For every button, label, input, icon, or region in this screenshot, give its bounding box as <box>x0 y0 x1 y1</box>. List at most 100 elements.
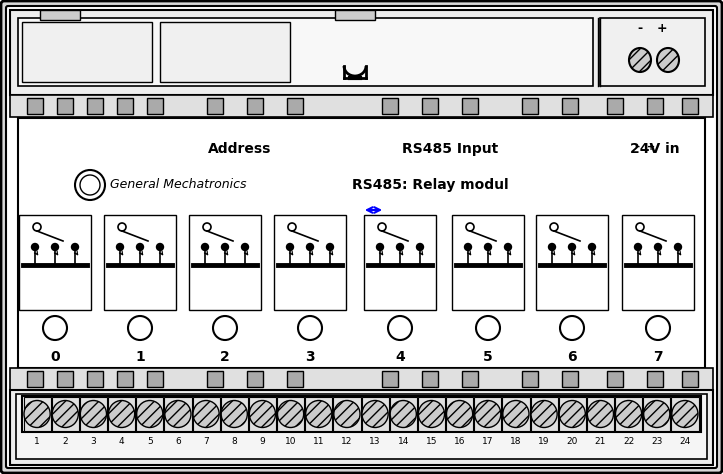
Bar <box>643 397 670 431</box>
Bar <box>247 371 263 387</box>
Circle shape <box>635 244 641 250</box>
Circle shape <box>484 244 492 250</box>
Circle shape <box>128 316 152 340</box>
Text: 22: 22 <box>623 437 634 446</box>
Ellipse shape <box>52 401 78 428</box>
Bar <box>607 98 623 114</box>
Text: 11: 11 <box>313 437 325 446</box>
Text: 12: 12 <box>341 437 353 446</box>
Bar <box>136 397 163 431</box>
Circle shape <box>560 316 584 340</box>
Bar <box>22 396 701 432</box>
Bar <box>147 98 163 114</box>
Text: 7: 7 <box>653 350 663 364</box>
Ellipse shape <box>672 401 698 428</box>
Bar <box>16 394 707 459</box>
Circle shape <box>377 244 383 250</box>
Text: RS485: Relay modul: RS485: Relay modul <box>351 178 508 192</box>
Text: 4: 4 <box>395 350 405 364</box>
Bar <box>422 371 438 387</box>
Bar <box>607 371 623 387</box>
Circle shape <box>241 244 249 250</box>
Text: 4: 4 <box>119 437 124 446</box>
Bar <box>18 118 705 368</box>
Bar <box>462 371 478 387</box>
Text: 1: 1 <box>135 350 145 364</box>
Circle shape <box>327 244 333 250</box>
Circle shape <box>378 223 386 231</box>
Text: 7: 7 <box>203 437 209 446</box>
Bar <box>287 98 303 114</box>
Text: 3: 3 <box>90 437 96 446</box>
Bar <box>19 215 91 310</box>
Bar <box>10 368 713 390</box>
Text: 2: 2 <box>220 350 230 364</box>
Circle shape <box>589 244 596 250</box>
Bar <box>277 397 304 431</box>
Circle shape <box>396 244 403 250</box>
Text: 0: 0 <box>50 350 60 364</box>
Bar <box>333 397 361 431</box>
Bar <box>192 397 220 431</box>
Ellipse shape <box>334 401 360 428</box>
Ellipse shape <box>657 48 679 72</box>
Bar <box>382 98 398 114</box>
Text: 3: 3 <box>305 350 315 364</box>
Circle shape <box>646 316 670 340</box>
Text: 14: 14 <box>398 437 409 446</box>
Bar <box>249 397 276 431</box>
Ellipse shape <box>108 401 134 428</box>
Bar <box>672 397 698 431</box>
Circle shape <box>286 244 294 250</box>
Circle shape <box>75 170 105 200</box>
Bar <box>10 10 713 95</box>
Ellipse shape <box>419 401 445 428</box>
Bar <box>536 215 608 310</box>
Bar <box>287 371 303 387</box>
Bar <box>207 371 223 387</box>
Text: General Mechatronics: General Mechatronics <box>110 179 247 191</box>
Circle shape <box>32 244 38 250</box>
Bar <box>474 397 501 431</box>
Circle shape <box>203 223 211 231</box>
Bar <box>57 371 73 387</box>
Bar <box>80 397 107 431</box>
Text: 24V in: 24V in <box>630 142 680 156</box>
Text: 23: 23 <box>651 437 662 446</box>
Ellipse shape <box>531 401 557 428</box>
Circle shape <box>568 244 576 250</box>
Bar <box>682 371 698 387</box>
Circle shape <box>33 223 41 231</box>
Bar <box>522 98 538 114</box>
Text: 20: 20 <box>567 437 578 446</box>
Bar <box>559 397 586 431</box>
Bar <box>682 98 698 114</box>
Circle shape <box>464 244 471 250</box>
Bar <box>160 22 290 82</box>
Bar <box>207 98 223 114</box>
Bar <box>57 98 73 114</box>
Text: -: - <box>638 22 643 35</box>
Circle shape <box>202 244 208 250</box>
Bar <box>108 397 135 431</box>
Bar <box>40 10 80 20</box>
Ellipse shape <box>306 401 332 428</box>
Bar <box>462 98 478 114</box>
Bar <box>221 397 248 431</box>
Text: 5: 5 <box>147 437 153 446</box>
Bar <box>502 397 529 431</box>
Bar <box>446 397 473 431</box>
Bar <box>164 397 192 431</box>
Text: 10: 10 <box>285 437 296 446</box>
Bar <box>422 98 438 114</box>
Bar <box>87 98 103 114</box>
Circle shape <box>466 223 474 231</box>
Bar <box>247 98 263 114</box>
Ellipse shape <box>643 401 669 428</box>
Ellipse shape <box>629 48 651 72</box>
Text: 1: 1 <box>34 437 40 446</box>
Ellipse shape <box>615 401 642 428</box>
Circle shape <box>137 244 143 250</box>
Bar <box>562 371 578 387</box>
Ellipse shape <box>24 401 50 428</box>
